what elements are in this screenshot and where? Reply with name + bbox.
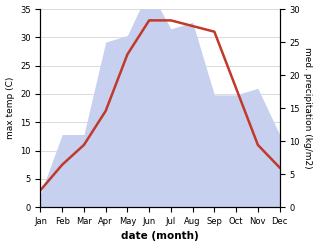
X-axis label: date (month): date (month) xyxy=(121,231,199,242)
Y-axis label: med. precipitation (kg/m2): med. precipitation (kg/m2) xyxy=(303,47,313,169)
Y-axis label: max temp (C): max temp (C) xyxy=(5,77,15,139)
